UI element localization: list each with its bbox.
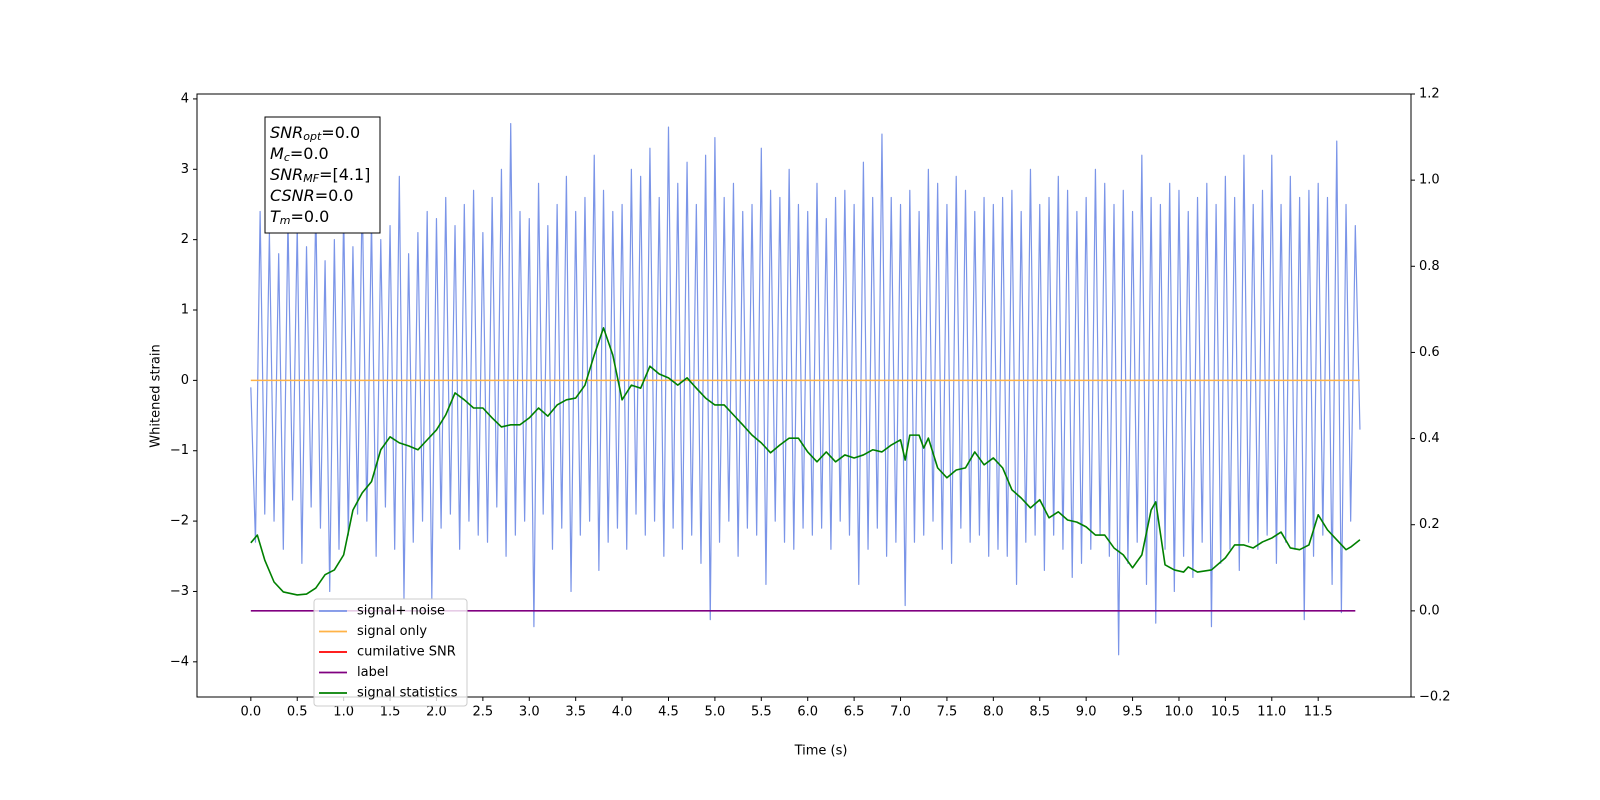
annotation-text: =0.0 — [315, 186, 354, 205]
x-tick-label: 10.5 — [1211, 705, 1240, 720]
annotation-symbol: SNR — [270, 123, 303, 142]
annotation-line: Tm=0.0 — [270, 207, 329, 228]
legend-label: signal only — [357, 624, 427, 639]
x-tick-label: 7.5 — [937, 705, 958, 720]
annotation-text: =0.0 — [291, 207, 330, 226]
x-tick-label: 0.0 — [240, 705, 261, 720]
x-tick-label: 6.5 — [844, 705, 865, 720]
x-tick-label: 11.0 — [1257, 705, 1286, 720]
annotation: SNRopt=0.0Mc=0.0SNRMF=[4.1]CSNR=0.0Tm=0.… — [264, 116, 381, 234]
annotation-symbol: M — [270, 144, 284, 163]
x-tick-label: 3.5 — [565, 705, 586, 720]
x-tick-label: 5.0 — [705, 705, 726, 720]
x-tick-label: 4.0 — [612, 705, 633, 720]
series-line — [250, 122, 1361, 656]
y2-tick-label: 0.4 — [1419, 431, 1440, 446]
annotation-symbol: SNR — [270, 165, 303, 184]
x-axis-label: Time (s) — [794, 744, 848, 759]
annotation-text: =0.0 — [290, 144, 329, 163]
annotation-line: SNRMF=[4.1] — [270, 165, 370, 186]
y-tick-label: −4 — [170, 654, 189, 669]
y-tick-label: 4 — [181, 91, 189, 106]
x-tick-label: 9.0 — [1076, 705, 1097, 720]
legend-box — [313, 598, 468, 707]
legend-label: label — [357, 665, 388, 680]
y-tick-label: 3 — [181, 162, 189, 177]
annotation-text: =0.0 — [321, 123, 360, 142]
y2-tick-label: 0.6 — [1419, 345, 1440, 360]
y2-tick-label: 1.0 — [1419, 173, 1440, 188]
y-tick-label: −1 — [170, 443, 189, 458]
y2-tick-label: 0.2 — [1419, 517, 1440, 532]
y-tick-label: 0 — [181, 373, 189, 388]
y-tick-label: −2 — [170, 514, 189, 529]
series-line — [250, 327, 1361, 596]
y-tick-label: 1 — [181, 303, 189, 318]
x-tick-label: 8.0 — [983, 705, 1004, 720]
y2-tick-label: 0.0 — [1419, 603, 1440, 618]
annotation-subscript: opt — [303, 130, 322, 143]
annotation-line: Mc=0.0 — [270, 144, 329, 165]
annotation-subscript: c — [284, 151, 290, 164]
annotation-box — [264, 116, 381, 234]
y-axis-label: Whitened strain — [149, 344, 164, 447]
x-tick-label: 0.5 — [287, 705, 308, 720]
y2-tick-label: 0.8 — [1419, 259, 1440, 274]
x-tick-label: 7.0 — [890, 705, 911, 720]
annotation-line: SNRopt=0.0 — [270, 123, 360, 144]
y-tick-label: −3 — [170, 584, 189, 599]
y2-tick-label: −0.2 — [1419, 690, 1451, 705]
x-tick-label: 2.0 — [426, 705, 447, 720]
y-tick-label: 2 — [181, 232, 189, 247]
x-tick-label: 1.0 — [333, 705, 354, 720]
annotation-subscript: MF — [303, 172, 319, 185]
annotation-subscript: m — [280, 214, 291, 227]
x-tick-label: 10.0 — [1164, 705, 1193, 720]
annotation-line: CSNR=0.0 — [270, 186, 354, 205]
x-tick-label: 2.5 — [473, 705, 494, 720]
x-tick-label: 3.0 — [519, 705, 540, 720]
annotation-symbol: T — [270, 207, 281, 226]
annotation-symbol: CSNR — [270, 186, 315, 205]
legend-label: signal+ noise — [357, 604, 445, 619]
x-tick-label: 4.5 — [658, 705, 679, 720]
legend-label: cumilative SNR — [357, 645, 456, 660]
legend-label: signal statistics — [357, 686, 458, 701]
x-tick-label: 11.5 — [1304, 705, 1333, 720]
y2-tick-label: 1.2 — [1419, 87, 1440, 102]
annotation-text: =[4.1] — [319, 165, 370, 184]
legend: signal+ noise signal only cumilative SNR la… — [313, 598, 468, 707]
x-tick-label: 6.0 — [797, 705, 818, 720]
x-tick-label: 8.5 — [1029, 705, 1050, 720]
x-tick-label: 1.5 — [380, 705, 401, 720]
plot-frame — [196, 93, 1412, 698]
x-tick-label: 5.5 — [751, 705, 772, 720]
x-tick-label: 9.5 — [1122, 705, 1143, 720]
